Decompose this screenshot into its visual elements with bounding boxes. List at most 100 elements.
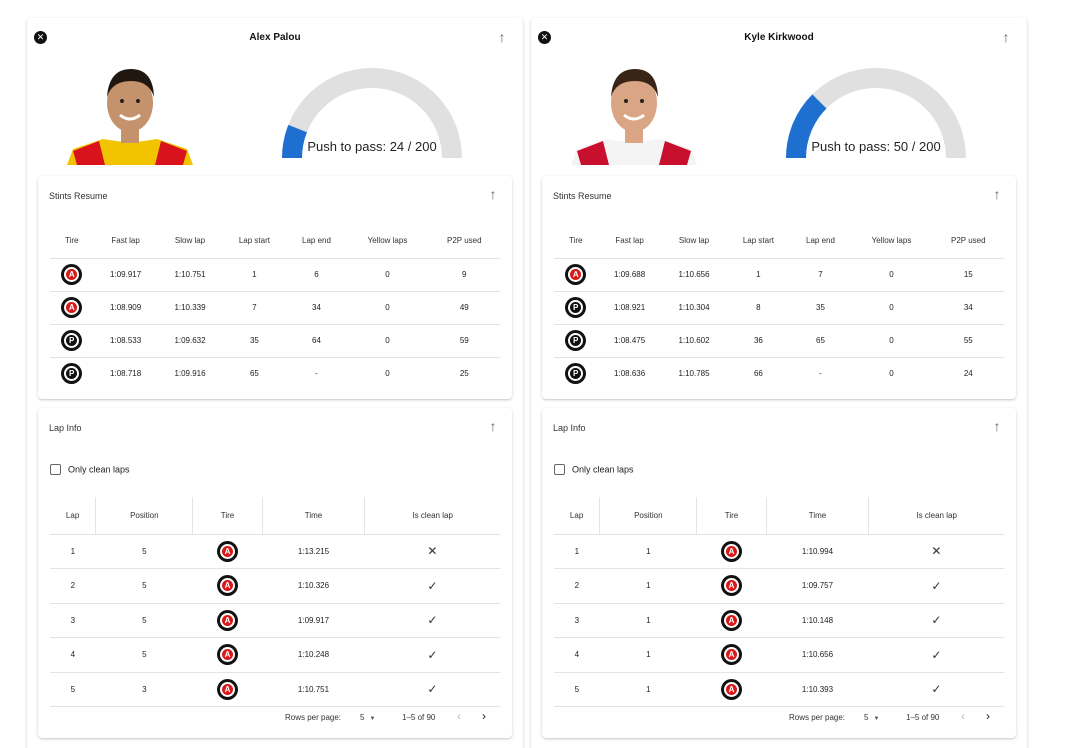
lap-col-header: Position [599, 497, 697, 535]
cross-icon: ✕ [931, 544, 942, 559]
p2p-used-cell: 15 [932, 257, 1004, 291]
table-row: A 1:08.909 1:10.339 7 34 0 49 [50, 290, 500, 324]
lap-number-cell: 3 [50, 603, 96, 638]
tire-compound-letter: A [726, 614, 738, 626]
check-icon: ✓ [427, 682, 438, 697]
chevron-left-icon[interactable]: ‹ [457, 709, 461, 723]
tire-compound-letter: A [222, 614, 234, 626]
p2p-used-cell: 59 [428, 323, 500, 357]
lap-time-cell: 1:10.656 [766, 637, 869, 673]
lap-end-cell: 34 [286, 290, 347, 324]
collapse-lap-info-button[interactable]: ↑ [993, 418, 1001, 434]
chevron-left-icon[interactable]: ‹ [961, 709, 965, 723]
tire-compound-letter: A [66, 302, 78, 313]
lap-end-cell: 64 [286, 323, 347, 357]
stints-col-header: Lap end [302, 236, 331, 246]
table-row: 2 1 A 1:09.757 ✓ [554, 568, 1004, 604]
yellow-laps-cell: 0 [850, 290, 933, 324]
tire-compound-icon: P [565, 297, 587, 318]
tire-cell: A [192, 603, 263, 638]
yellow-laps-cell: 0 [346, 257, 429, 291]
table-row: 3 5 A 1:09.917 ✓ [50, 603, 500, 638]
table-row: 1 1 A 1:10.994 ✕ [554, 534, 1004, 569]
lap-info-panel: Lap Info ↑ Only clean laps Lap Position Ti… [38, 408, 512, 738]
tire-cell: A [192, 534, 263, 569]
tire-cell: P [50, 356, 94, 390]
tire-compound-icon: A [565, 264, 587, 285]
tire-compound-letter: A [222, 545, 234, 557]
tire-compound-letter: A [726, 683, 738, 695]
position-cell: 5 [95, 603, 193, 638]
tire-compound-icon: A [61, 297, 83, 318]
clean-lap-cell: ✓ [868, 637, 1004, 673]
collapse-stints-button[interactable]: ↑ [993, 186, 1001, 202]
tire-compound-letter: A [222, 683, 234, 695]
driver-card: ✕ Alex Palou ↑ Push to pass: 24 / [27, 18, 523, 748]
tire-compound-icon: A [721, 644, 743, 666]
stints-col-header: Fast lap [615, 236, 644, 246]
collapse-stints-button[interactable]: ↑ [489, 186, 497, 202]
rows-per-page-select[interactable]: 5 ▼ [864, 713, 879, 722]
rows-per-page-value: 5 [864, 713, 869, 722]
fast-lap-cell: 1:08.718 [93, 356, 158, 390]
slow-lap-cell: 1:10.304 [661, 290, 727, 324]
lap-start-cell: 8 [726, 290, 791, 324]
position-cell: 1 [599, 672, 697, 707]
table-row: 2 5 A 1:10.326 ✓ [50, 568, 500, 604]
driver-name: Alex Palou [249, 32, 301, 43]
p2p-used-cell: 24 [932, 356, 1004, 390]
chevron-right-icon[interactable]: › [482, 709, 486, 723]
lap-time-cell: 1:10.393 [766, 672, 869, 707]
collapse-lap-info-button[interactable]: ↑ [489, 418, 497, 434]
collapse-card-button[interactable]: ↑ [1002, 29, 1010, 45]
tire-cell: P [554, 356, 598, 390]
driver-name: Kyle Kirkwood [744, 32, 814, 43]
slow-lap-cell: 1:09.632 [157, 323, 223, 357]
slow-lap-cell: 1:10.785 [661, 356, 727, 390]
slow-lap-cell: 1:10.339 [157, 290, 223, 324]
stints-col-header: Yellow laps [367, 236, 408, 246]
close-icon[interactable]: ✕ [538, 31, 551, 44]
tire-cell: A [192, 672, 263, 707]
lap-end-cell: 35 [790, 290, 851, 324]
lap-info-panel: Lap Info ↑ Only clean laps Lap Position Ti… [542, 408, 1016, 738]
tire-compound-icon: A [217, 644, 239, 666]
table-row: P 1:08.921 1:10.304 8 35 0 34 [554, 290, 1004, 324]
tire-compound-letter: P [66, 368, 78, 380]
stints-resume-title: Stints Resume [49, 191, 108, 201]
collapse-card-button[interactable]: ↑ [498, 29, 506, 45]
lap-number-cell: 2 [50, 568, 96, 604]
only-clean-laps-checkbox[interactable]: Only clean laps [50, 464, 130, 478]
rows-per-page-label: Rows per page: [789, 713, 846, 722]
fast-lap-cell: 1:08.533 [93, 323, 158, 357]
position-cell: 5 [95, 534, 193, 569]
table-row: P 1:08.475 1:10.602 36 65 0 55 [554, 323, 1004, 357]
clean-lap-cell: ✓ [868, 568, 1004, 604]
lap-number-cell: 5 [554, 672, 600, 707]
p2p-used-cell: 25 [428, 356, 500, 390]
only-clean-laps-checkbox[interactable]: Only clean laps [554, 464, 634, 478]
tire-cell: A [192, 637, 263, 673]
chevron-right-icon[interactable]: › [986, 709, 990, 723]
checkbox-icon[interactable] [554, 464, 565, 476]
clean-lap-cell: ✕ [364, 534, 500, 569]
push-to-pass-gauge: Push to pass: 50 / 200 [781, 68, 971, 168]
checkbox-icon[interactable] [50, 464, 61, 476]
lap-col-header: Lap [50, 497, 96, 535]
close-icon[interactable]: ✕ [34, 31, 47, 44]
rows-per-page-select[interactable]: 5 ▼ [360, 713, 375, 722]
tire-compound-icon: A [217, 678, 239, 700]
lap-start-cell: 65 [222, 356, 287, 390]
lap-number-cell: 5 [50, 672, 96, 707]
clean-lap-cell: ✓ [364, 672, 500, 707]
tire-compound-icon: A [721, 540, 743, 562]
tire-cell: A [50, 290, 94, 324]
lap-end-cell: 6 [286, 257, 347, 291]
lap-col-header: Time [765, 497, 869, 535]
yellow-laps-cell: 0 [850, 356, 933, 390]
stints-col-header: P2P used [447, 236, 482, 246]
tire-compound-icon: A [721, 678, 743, 700]
driver-card: ✕ Kyle Kirkwood ↑ Push to pass: 5 [531, 18, 1027, 748]
tire-compound-letter: A [222, 580, 234, 592]
table-row: P 1:08.533 1:09.632 35 64 0 59 [50, 323, 500, 357]
